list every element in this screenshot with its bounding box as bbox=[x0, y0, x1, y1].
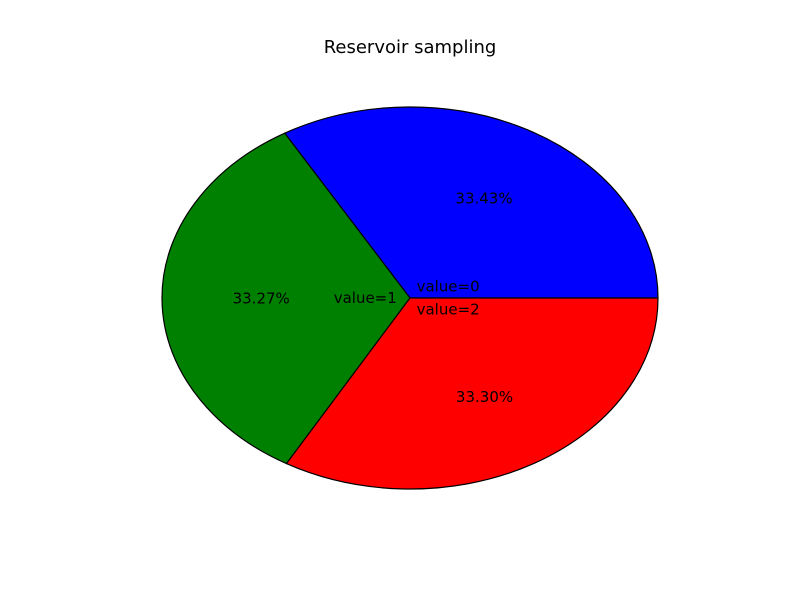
pie-slice-2 bbox=[285, 297, 659, 490]
percent-label-0: 33.43% bbox=[455, 190, 512, 208]
slice-label-0: value=0 bbox=[417, 278, 480, 296]
slice-label-1: value=1 bbox=[334, 289, 397, 307]
slice-label-2: value=2 bbox=[417, 300, 480, 318]
pie-slices bbox=[161, 106, 659, 490]
percent-label-1: 33.27% bbox=[233, 289, 290, 307]
percent-label-2: 33.30% bbox=[456, 388, 513, 406]
chart-title: Reservoir sampling bbox=[324, 37, 497, 58]
pie-slice-0 bbox=[284, 106, 659, 299]
pie-labels: value=0 33.43% value=1 33.27% value=2 33.30% bbox=[233, 190, 514, 407]
